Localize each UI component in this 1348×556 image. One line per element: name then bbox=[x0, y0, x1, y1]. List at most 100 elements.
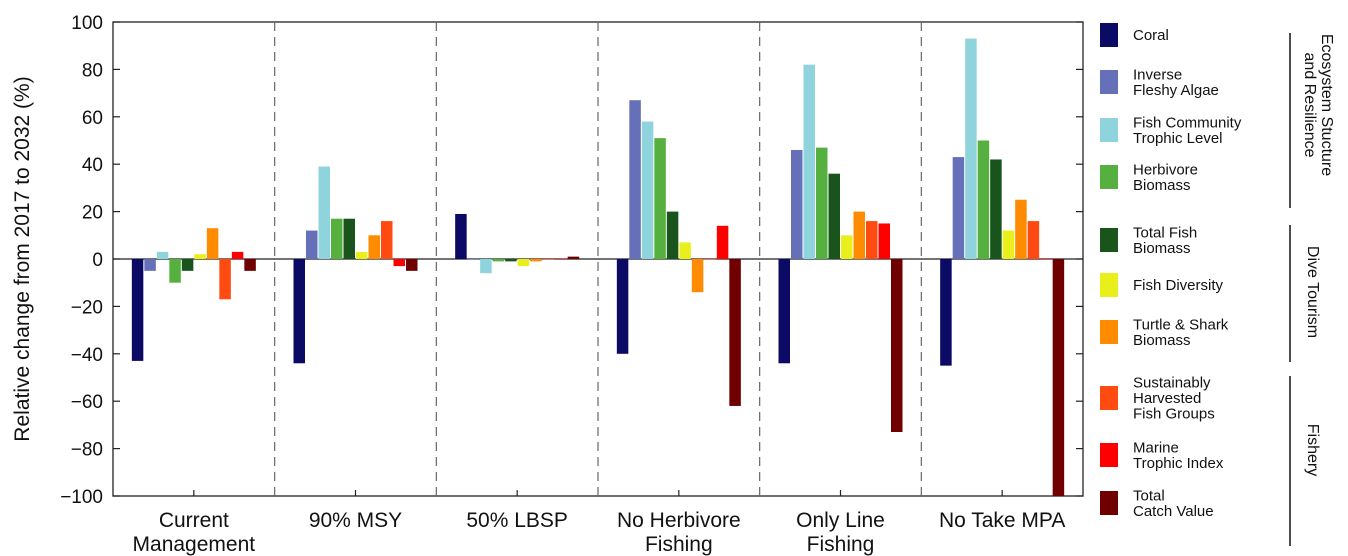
legend-label: Total bbox=[1133, 487, 1165, 504]
bar bbox=[952, 157, 965, 259]
legend-swatch bbox=[1100, 491, 1118, 515]
legend-label: Trophic Level bbox=[1133, 130, 1223, 147]
y-tick-label: −80 bbox=[71, 440, 103, 461]
bar bbox=[629, 100, 641, 260]
legend-swatch bbox=[1100, 70, 1118, 94]
legend-label: Harvested bbox=[1133, 390, 1201, 407]
bar bbox=[181, 259, 194, 271]
bar bbox=[641, 121, 654, 259]
bar bbox=[381, 221, 393, 259]
legend-swatch bbox=[1100, 228, 1118, 252]
bar bbox=[940, 259, 952, 366]
legend-label: Trophic Index bbox=[1133, 455, 1224, 472]
y-tick-label: −40 bbox=[71, 345, 103, 366]
bar bbox=[156, 251, 169, 259]
x-tick-label: No Take MPA bbox=[939, 509, 1065, 532]
bar bbox=[318, 166, 330, 259]
bar bbox=[331, 218, 343, 259]
bar bbox=[567, 256, 580, 259]
legend-label: Fish Diversity bbox=[1133, 277, 1224, 294]
y-tick-label: −60 bbox=[71, 392, 103, 413]
bar bbox=[853, 211, 865, 259]
bar bbox=[1052, 259, 1065, 496]
bar bbox=[778, 259, 790, 364]
bar bbox=[480, 259, 492, 274]
bar bbox=[231, 251, 244, 259]
y-tick-label: 20 bbox=[82, 203, 103, 224]
bar bbox=[542, 259, 555, 260]
bar bbox=[716, 225, 729, 259]
x-tick-label: Management bbox=[133, 533, 256, 556]
bar bbox=[803, 64, 815, 259]
bar bbox=[704, 259, 716, 260]
bar bbox=[368, 235, 380, 259]
legend-swatch bbox=[1100, 165, 1118, 189]
legend-swatch bbox=[1100, 386, 1118, 410]
bar bbox=[131, 259, 144, 361]
x-tick-label: Current bbox=[159, 509, 229, 532]
bar bbox=[828, 173, 840, 259]
x-tick-label: Only Line bbox=[796, 509, 885, 532]
legend-swatch bbox=[1100, 273, 1118, 297]
bar bbox=[306, 230, 318, 259]
bar bbox=[393, 259, 405, 267]
legend-label: Biomass bbox=[1133, 177, 1191, 194]
legend-label: Herbivore bbox=[1133, 161, 1198, 178]
bar bbox=[492, 259, 505, 262]
x-tick-label: 50% LBSP bbox=[466, 509, 568, 532]
bar bbox=[356, 251, 368, 259]
bar bbox=[791, 149, 803, 259]
bar bbox=[977, 140, 990, 259]
bar bbox=[194, 254, 206, 259]
legend-swatch bbox=[1100, 118, 1118, 142]
bar bbox=[555, 259, 567, 260]
y-tick-label: 0 bbox=[92, 250, 103, 271]
group-label-fishery: Fishery bbox=[1304, 424, 1321, 476]
legend-label: Fish Groups bbox=[1133, 406, 1215, 423]
bar bbox=[878, 223, 890, 259]
legend-swatch bbox=[1100, 320, 1118, 344]
bar bbox=[1027, 221, 1040, 259]
x-tick-label: Fishing bbox=[645, 533, 713, 556]
y-tick-label: −100 bbox=[60, 487, 103, 508]
bar bbox=[965, 38, 977, 260]
legend-label: Coral bbox=[1133, 27, 1169, 44]
bar bbox=[990, 159, 1002, 259]
bar bbox=[841, 235, 853, 259]
bar bbox=[505, 259, 517, 262]
bar bbox=[293, 259, 305, 364]
legend-label: Fleshy Algae bbox=[1133, 82, 1219, 99]
y-tick-label: −20 bbox=[71, 297, 103, 318]
legend-label: Biomass bbox=[1133, 240, 1191, 257]
bar bbox=[406, 259, 418, 271]
legend-label: Catch Value bbox=[1133, 503, 1214, 520]
bar bbox=[144, 259, 156, 271]
group-label-ecosystem: and Resilience bbox=[1301, 53, 1318, 158]
bar bbox=[691, 259, 704, 293]
bar bbox=[455, 213, 467, 259]
legend-label: Sustainably bbox=[1133, 375, 1211, 392]
bar bbox=[729, 259, 741, 406]
legend-swatch bbox=[1100, 443, 1118, 467]
legend-label: Biomass bbox=[1133, 332, 1191, 349]
bar bbox=[244, 259, 256, 271]
bar bbox=[816, 147, 828, 259]
bar bbox=[169, 259, 181, 283]
bar bbox=[616, 259, 629, 354]
legend-label: Fish Community bbox=[1133, 114, 1242, 131]
y-tick-label: 60 bbox=[82, 108, 103, 129]
legend-label: Turtle & Shark bbox=[1133, 316, 1229, 333]
legend-swatch bbox=[1100, 23, 1118, 47]
bar bbox=[866, 221, 878, 259]
bar bbox=[654, 138, 666, 259]
y-tick-label: 100 bbox=[71, 13, 103, 34]
x-tick-label: Fishing bbox=[807, 533, 875, 556]
bar bbox=[891, 259, 903, 433]
x-tick-label: 90% MSY bbox=[309, 509, 402, 532]
x-tick-label: No Herbivore bbox=[617, 509, 741, 532]
legend-label: Inverse bbox=[1133, 66, 1182, 83]
bar bbox=[666, 211, 679, 259]
bar bbox=[679, 242, 691, 259]
group-label-ecosystem: Ecosystem Stucture bbox=[1318, 34, 1335, 176]
